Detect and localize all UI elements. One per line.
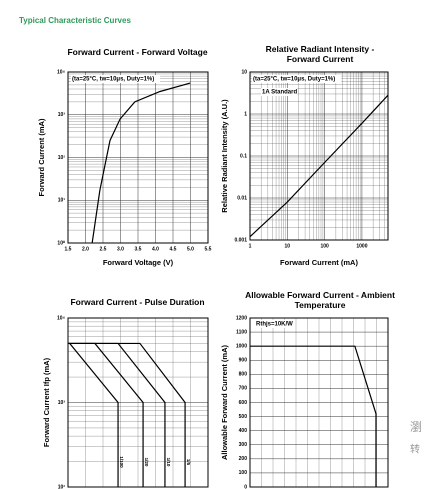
y-axis-label: Forward Current (mA) (37, 118, 46, 196)
annotation-bg (252, 75, 342, 83)
x-tick-label: 5.0 (187, 246, 194, 252)
x-tick-label: 2.0 (82, 246, 89, 252)
y-tick-label: 1000 (236, 343, 247, 349)
annotation-bg (261, 88, 298, 96)
chart-title: Forward Current - Forward Voltage (67, 47, 208, 57)
x-tick-label: 1 (249, 243, 252, 249)
y-tick-label: 1100 (236, 329, 247, 335)
annotation: Rthjs=10K/W (256, 322, 293, 328)
plot-frame (67, 317, 209, 488)
series-label: 1/10 (166, 458, 171, 467)
x-tick-label: 4.0 (152, 246, 159, 252)
data-line (68, 342, 186, 487)
y-tick-label: 10³ (58, 112, 66, 118)
y-axis-label: Relative Radiant Intensity (A.U.) (220, 99, 229, 213)
y-tick-label: 500 (239, 414, 248, 420)
y-tick-label: 10 (241, 69, 247, 75)
y-tick-label: 0.001 (234, 237, 247, 243)
series-label: 1/5 (186, 459, 191, 466)
chart-title: Forward Current - Pulse Duration (70, 297, 205, 307)
y-tick-label: 10⁴ (57, 315, 66, 321)
x-axis-label: Forward Current (mA) (280, 258, 358, 267)
series-label: 1/100 (119, 456, 124, 468)
y-tick-label: 10¹ (58, 198, 66, 204)
y-tick-label: 600 (239, 400, 248, 406)
x-tick-label: 3.0 (117, 246, 124, 252)
y-tick-label: 10² (58, 484, 66, 489)
y-tick-label: 10³ (58, 400, 66, 406)
x-tick-label: 5.5 (205, 246, 212, 252)
y-tick-label: 0.01 (237, 195, 247, 201)
y-axis-label: Allowable Forward Current (mA) (220, 344, 229, 460)
chart-title: Relative Radiant Intensity - Forward Cur… (265, 44, 375, 64)
x-tick-label: 3.5 (135, 246, 142, 252)
y-tick-label: 10² (58, 155, 66, 161)
x-tick-label: 2.5 (100, 246, 107, 252)
data-line (68, 342, 166, 487)
y-tick-label: 0 (244, 484, 247, 489)
plot-frame (249, 71, 389, 241)
x-tick-label: 100 (320, 243, 329, 249)
y-tick-label: 0.1 (240, 153, 247, 159)
data-line (249, 94, 389, 238)
annotation: (ta=25°C, tw=10μs, Duty=1%) (253, 77, 335, 83)
x-tick-label: 1000 (356, 243, 367, 249)
y-tick-label: 1200 (236, 315, 247, 321)
x-axis-label: Forward Voltage (V) (103, 258, 174, 267)
y-tick-label: 1 (244, 111, 247, 117)
side-text: 转 (410, 443, 420, 456)
series-label: 1/20 (144, 458, 149, 467)
heading: Typical Characteristic Curves (19, 16, 131, 25)
y-tick-label: 10⁴ (57, 69, 66, 75)
side-text: 瀏 (410, 419, 422, 434)
data-line (91, 82, 191, 244)
y-tick-label: 10⁰ (57, 240, 65, 246)
y-tick-label: 300 (239, 442, 248, 448)
data-line (250, 345, 377, 487)
plot-frame (67, 71, 209, 244)
data-line (68, 342, 144, 487)
x-tick-label: 10 (285, 243, 291, 249)
y-tick-label: 400 (239, 428, 248, 434)
x-tick-label: 4.5 (170, 246, 177, 252)
y-tick-label: 800 (239, 372, 248, 378)
annotation-bg (71, 75, 161, 83)
x-tick-label: 1.5 (65, 246, 72, 252)
plot-frame (249, 317, 389, 488)
y-tick-label: 200 (239, 456, 248, 462)
chart-title: Allowable Forward Current - Ambient Temp… (245, 290, 395, 310)
y-axis-label: Forward Current Ifp (mA) (42, 357, 51, 447)
annotation: 1A Standard (262, 90, 297, 96)
data-line (68, 342, 119, 487)
y-tick-label: 100 (239, 470, 248, 476)
y-tick-label: 700 (239, 386, 248, 392)
y-tick-label: 900 (239, 358, 248, 364)
annotation-bg (255, 320, 292, 328)
annotation: (ta=25°C, tw=10μs, Duty=1%) (72, 77, 154, 83)
